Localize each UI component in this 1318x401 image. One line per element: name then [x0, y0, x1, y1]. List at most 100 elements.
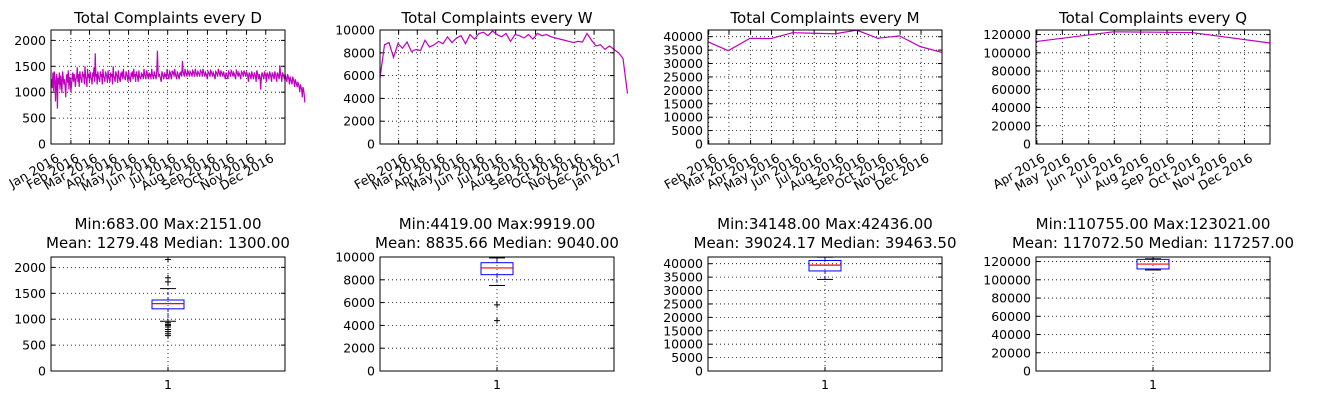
- y-tick-label: 30000: [663, 56, 703, 71]
- y-tick-label: 40000: [991, 327, 1031, 342]
- chart-title-line: Mean: 1279.48 Median: 1300.00: [46, 234, 290, 252]
- y-tick-label: 20000: [991, 118, 1031, 133]
- chart-title-line: Mean: 39024.17 Median: 39463.50: [694, 234, 957, 252]
- y-tick-label: 0: [38, 364, 46, 379]
- y-tick-label: 10000: [663, 337, 703, 352]
- box: [151, 299, 185, 310]
- subplot-6: 0 2000 4000 6000 8000 10000 1 Min:4419.00 Max:9…: [335, 215, 619, 392]
- y-tick-label: 0: [38, 137, 46, 152]
- subplot-5: 0 500 1000 1500 2000 1 Min:683.00 Max:2151.00 M…: [14, 215, 290, 392]
- y-tick-label: 5000: [671, 123, 703, 138]
- y-tick-label: 1000: [14, 312, 46, 327]
- chart-title-line: Mean: 8835.66 Median: 9040.00: [375, 234, 619, 252]
- series-line: [707, 29, 943, 53]
- y-tick-label: 1500: [14, 286, 46, 301]
- subplot-3: 0500010000150002000025000300003500040000…: [662, 9, 943, 194]
- y-tick-label: 40000: [663, 256, 703, 271]
- y-tick-label: 2000: [14, 260, 46, 275]
- x-tick-label: 1: [164, 377, 172, 392]
- y-tick-label: 120000: [983, 254, 1031, 269]
- chart-title: Min:110755.00 Max:123021.00 Mean: 117072.…: [1012, 215, 1294, 252]
- flier: [165, 274, 171, 281]
- y-tick-label: 10000: [335, 250, 375, 265]
- y-tick-label: 10000: [335, 23, 375, 38]
- chart-title: Total Complaints every D: [73, 9, 262, 27]
- series-line: [50, 50, 306, 109]
- chart-title-line: Min:683.00 Max:2151.00: [74, 215, 261, 233]
- box: [480, 262, 514, 276]
- y-tick-label: 40000: [663, 29, 703, 44]
- plot-frame: [379, 256, 615, 372]
- plot-frame: [1035, 29, 1271, 145]
- plot-frame: [707, 256, 943, 372]
- x-tick-label: 1: [1149, 377, 1157, 392]
- y-tick-label: 0: [695, 137, 703, 152]
- y-tick-label: 0: [1023, 364, 1031, 379]
- y-tick-label: 80000: [991, 291, 1031, 306]
- y-tick-label: 6000: [343, 68, 375, 83]
- plot-frame: [50, 256, 286, 372]
- subplot-7: 0500010000150002000025000300003500040000…: [663, 215, 956, 392]
- y-tick-label: 4000: [343, 318, 375, 333]
- y-tick-label: 120000: [983, 27, 1031, 42]
- x-tick-label: 1: [493, 377, 501, 392]
- y-tick-label: 2000: [343, 114, 375, 129]
- y-tick-label: 30000: [663, 283, 703, 298]
- y-tick-label: 1500: [14, 59, 46, 74]
- chart-title: Min:683.00 Max:2151.00 Mean: 1279.48 Medi…: [46, 215, 290, 252]
- plot-frame: [707, 29, 943, 145]
- y-tick-label: 15000: [663, 96, 703, 111]
- y-tick-label: 0: [695, 364, 703, 379]
- y-tick-label: 15000: [663, 323, 703, 338]
- y-tick-label: 10000: [663, 110, 703, 125]
- plot-frame: [50, 29, 286, 145]
- y-tick-label: 100000: [983, 272, 1031, 287]
- y-tick-label: 80000: [991, 64, 1031, 79]
- x-tick-label: 1: [821, 377, 829, 392]
- flier: [494, 317, 500, 324]
- chart-title: Total Complaints every Q: [1058, 9, 1247, 27]
- y-tick-label: 2000: [14, 33, 46, 48]
- y-tick-label: 0: [367, 137, 375, 152]
- y-tick-label: 2000: [343, 341, 375, 356]
- y-tick-label: 25000: [663, 296, 703, 311]
- chart-title-line: Min:34148.00 Max:42436.00: [717, 215, 933, 233]
- y-tick-label: 20000: [663, 310, 703, 325]
- chart-title-line: Mean: 117072.50 Median: 117257.00: [1012, 234, 1294, 252]
- y-tick-label: 0: [1023, 137, 1031, 152]
- y-tick-label: 4000: [343, 91, 375, 106]
- y-tick-label: 8000: [343, 45, 375, 60]
- plot-frame: [1035, 256, 1271, 372]
- subplot-8: 0 20000 40000 60000 80000 100000 120000 1 Min:11…: [983, 215, 1294, 392]
- chart-title: Total Complaints every W: [400, 9, 592, 27]
- y-tick-label: 500: [22, 111, 46, 126]
- chart-title: Min:4419.00 Max:9919.00 Mean: 8835.66 Med…: [375, 215, 619, 252]
- y-tick-label: 8000: [343, 272, 375, 287]
- y-tick-label: 60000: [991, 309, 1031, 324]
- chart-title: Min:34148.00 Max:42436.00 Mean: 39024.17 …: [694, 215, 957, 252]
- y-tick-label: 35000: [663, 270, 703, 285]
- y-tick-label: 60000: [991, 82, 1031, 97]
- y-tick-label: 500: [22, 338, 46, 353]
- y-tick-label: 0: [367, 364, 375, 379]
- y-tick-label: 40000: [991, 100, 1031, 115]
- chart-title-line: Min:110755.00 Max:123021.00: [1036, 215, 1271, 233]
- flier: [165, 319, 171, 326]
- y-tick-label: 100000: [983, 45, 1031, 60]
- y-tick-label: 25000: [663, 69, 703, 84]
- series-line: [379, 30, 629, 94]
- y-tick-label: 5000: [671, 350, 703, 365]
- plot-frame: [379, 29, 615, 145]
- y-tick-label: 35000: [663, 43, 703, 58]
- chart-title: Total Complaints every M: [729, 9, 919, 27]
- y-tick-label: 6000: [343, 295, 375, 310]
- y-tick-label: 20000: [663, 83, 703, 98]
- y-tick-label: 1000: [14, 85, 46, 100]
- chart-title-line: Min:4419.00 Max:9919.00: [399, 215, 596, 233]
- y-tick-label: 20000: [991, 345, 1031, 360]
- series-line: [1035, 31, 1271, 44]
